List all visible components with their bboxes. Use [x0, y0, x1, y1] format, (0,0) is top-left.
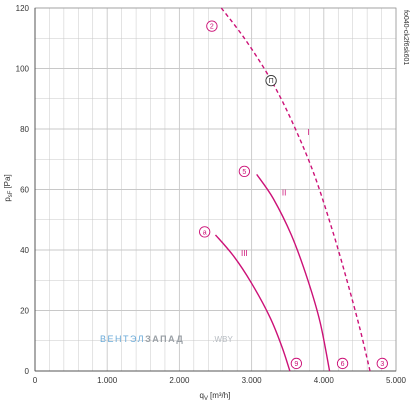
x-tick-label: 3.000 — [242, 376, 263, 385]
series-group — [214, 7, 371, 372]
marker-circle — [290, 357, 303, 370]
marker-9: 9 — [290, 357, 303, 370]
marker-label: 5 — [242, 169, 246, 176]
marker-circle — [238, 165, 251, 178]
x-axis-label: qV [m³/h] — [200, 391, 231, 402]
watermark: ВЕНТЭЛЗАПАД .WBY — [100, 334, 233, 344]
y-tick-label: 60 — [20, 186, 29, 195]
y-tick-label: 0 — [25, 367, 30, 376]
marker-circle — [265, 74, 277, 87]
curve-label-ii: II — [282, 189, 286, 198]
marker-3: 3 — [376, 357, 388, 370]
chart-axes — [34, 7, 397, 372]
marker-label: 2 — [210, 24, 214, 31]
y-tick-label: 100 — [16, 65, 30, 74]
x-tick-label: 2.000 — [169, 376, 190, 385]
marker-label: 3 — [380, 361, 384, 368]
marker-П: П — [265, 74, 277, 87]
marker-circle — [376, 357, 388, 370]
marker-label: 6 — [341, 361, 345, 368]
marker-5: 5 — [238, 165, 251, 178]
series-line-iii — [214, 234, 291, 372]
x-tick-label: 4.000 — [314, 376, 335, 385]
y-tick-label: 20 — [20, 307, 29, 316]
y-axis-label: psF[Pa] — [3, 174, 14, 201]
marker-label: 9 — [294, 361, 298, 368]
marker-a: a — [199, 226, 211, 238]
marker-label: П — [269, 78, 274, 85]
y-tick-label: 80 — [20, 125, 29, 134]
curve-label-i: I — [308, 128, 310, 137]
y-tick-label: 40 — [20, 246, 29, 255]
marker-2: 2 — [206, 20, 218, 32]
x-tick-label: 5.000 — [386, 376, 407, 385]
marker-group: 2 П 5 a 9 6 3 — [199, 20, 388, 370]
marker-circle — [199, 226, 211, 238]
chart-grid — [34, 7, 397, 372]
y-tick-label: 120 — [16, 4, 30, 13]
side-code-label: fo040-ck2f6sk601 — [402, 10, 409, 65]
marker-label: a — [203, 229, 207, 236]
curve-label-iii: III — [241, 249, 248, 258]
marker-circle — [336, 357, 349, 370]
tick-labels: 0 1.000 2.000 3.000 4.000 5.000 0 20 40 60 80 100 12… — [16, 4, 407, 385]
marker-circle — [206, 20, 218, 32]
x-tick-label: 0 — [33, 376, 38, 385]
series-line-ii — [256, 174, 331, 372]
x-tick-label: 1.000 — [97, 376, 118, 385]
series-line-i — [220, 7, 371, 372]
marker-6: 6 — [336, 357, 349, 370]
